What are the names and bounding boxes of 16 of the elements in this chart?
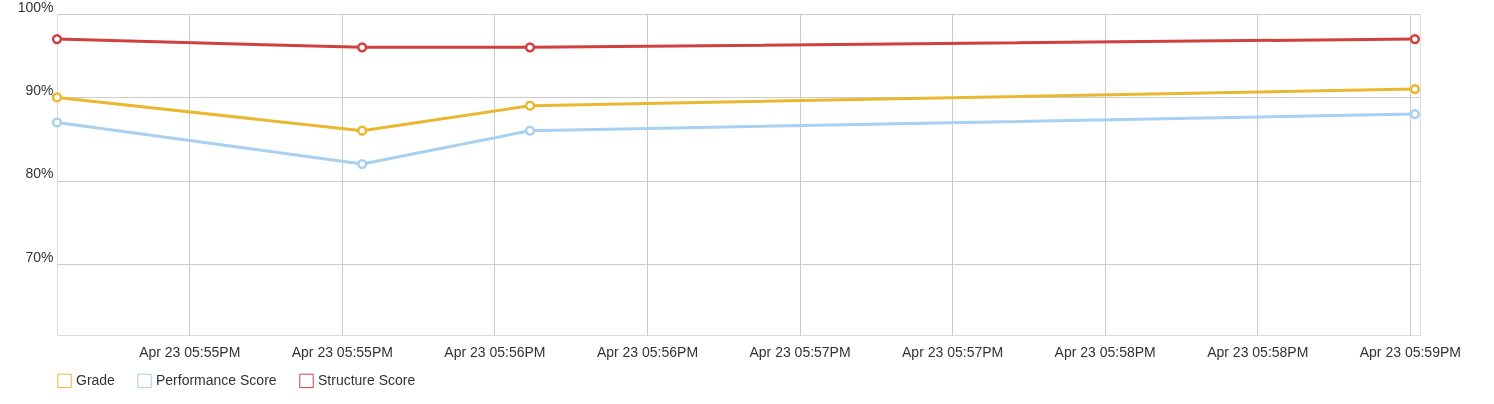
x-tick-label: Apr 23 05:59PM: [1359, 343, 1461, 360]
y-tick-label: 100%: [17, 0, 54, 15]
x-tick-label: Apr 23 05:58PM: [1207, 343, 1309, 360]
x-tick-label: Apr 23 05:57PM: [749, 343, 851, 360]
x-tick-label: Apr 23 05:55PM: [139, 343, 241, 360]
y-tick-label: 70%: [25, 248, 54, 265]
x-tick-label: Apr 23 05:56PM: [444, 343, 546, 360]
legend-label: Structure Score: [318, 371, 416, 388]
x-tick-label: Apr 23 05:56PM: [596, 343, 699, 360]
y-tick-label: 80%: [25, 165, 54, 182]
x-tick-label: Apr 23 05:57PM: [902, 343, 1004, 360]
legend-label: Grade: [76, 371, 116, 388]
x-tick-label: Apr 23 05:58PM: [1054, 343, 1156, 360]
y-tick-label: 90%: [25, 81, 54, 98]
x-tick-label: Apr 23 05:55PM: [291, 343, 393, 360]
legend-label: Performance Score: [156, 371, 277, 388]
